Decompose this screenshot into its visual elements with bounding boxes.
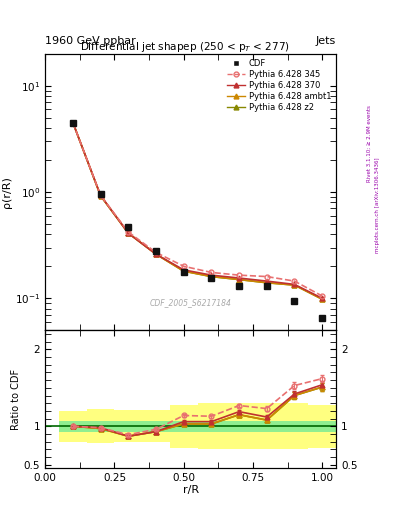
Title: Differential jet shapep (250 < p$_T$ < 277): Differential jet shapep (250 < p$_T$ < 2… (80, 39, 290, 54)
Text: 1960 GeV ppbar: 1960 GeV ppbar (45, 36, 136, 46)
Legend: CDF, Pythia 6.428 345, Pythia 6.428 370, Pythia 6.428 ambt1, Pythia 6.428 z2: CDF, Pythia 6.428 345, Pythia 6.428 370,… (224, 55, 334, 115)
Text: CDF_2005_S6217184: CDF_2005_S6217184 (150, 298, 231, 307)
Text: Rivet 3.1.10; ≥ 2.9M events: Rivet 3.1.10; ≥ 2.9M events (367, 105, 372, 182)
Text: Jets: Jets (316, 36, 336, 46)
Text: mcplots.cern.ch [arXiv:1306.3436]: mcplots.cern.ch [arXiv:1306.3436] (375, 157, 380, 252)
X-axis label: r/R: r/R (182, 485, 199, 495)
Y-axis label: Ratio to CDF: Ratio to CDF (11, 369, 21, 430)
Y-axis label: ρ(r/R): ρ(r/R) (2, 176, 12, 208)
